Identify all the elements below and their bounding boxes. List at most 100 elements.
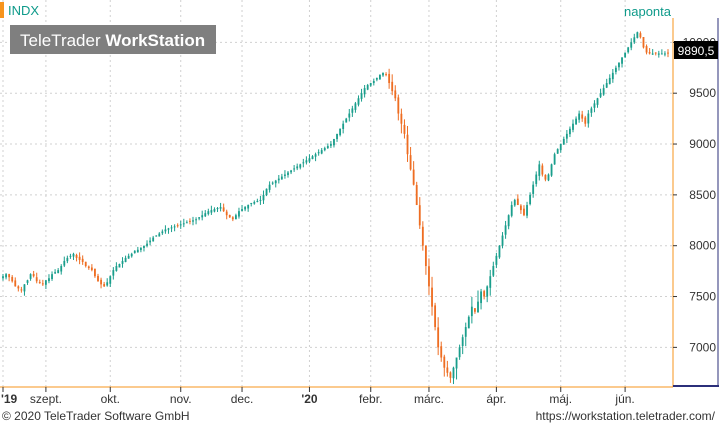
candle-body bbox=[48, 278, 50, 282]
candle-body bbox=[642, 37, 645, 48]
candle bbox=[348, 108, 351, 122]
candle-body bbox=[443, 356, 446, 368]
candle-body bbox=[106, 282, 109, 286]
candle bbox=[654, 52, 657, 56]
candle-body bbox=[222, 207, 225, 212]
candle bbox=[339, 128, 342, 137]
candle bbox=[660, 49, 663, 55]
candle bbox=[100, 277, 102, 289]
candle-body bbox=[519, 205, 522, 211]
candle-body bbox=[366, 85, 369, 90]
candle bbox=[72, 252, 75, 260]
candle bbox=[146, 240, 148, 248]
candle-body bbox=[645, 46, 648, 53]
candle-body bbox=[351, 108, 354, 113]
symbol-label[interactable]: INDX bbox=[8, 3, 39, 18]
candle bbox=[17, 285, 20, 292]
candle bbox=[470, 296, 473, 324]
candle-body bbox=[578, 113, 581, 120]
candle-body bbox=[302, 162, 305, 164]
candle-body bbox=[538, 164, 541, 176]
candle bbox=[87, 265, 90, 270]
candle-body bbox=[182, 223, 185, 225]
candle-body bbox=[440, 346, 443, 358]
candle bbox=[556, 148, 559, 154]
candle-body bbox=[173, 226, 176, 228]
candle bbox=[170, 225, 173, 233]
candle bbox=[228, 214, 231, 218]
candle bbox=[538, 160, 541, 181]
watermark-box bbox=[10, 25, 216, 54]
candle-body bbox=[354, 103, 357, 110]
candle-body bbox=[198, 217, 201, 219]
candle bbox=[38, 279, 41, 284]
candle bbox=[421, 221, 424, 251]
candle-body bbox=[412, 169, 415, 185]
candle bbox=[424, 245, 427, 275]
candle-body bbox=[510, 205, 513, 216]
candle-body bbox=[299, 164, 302, 168]
y-tick-label: 7500 bbox=[689, 290, 716, 304]
candle-body bbox=[394, 90, 397, 99]
candle bbox=[559, 143, 562, 153]
x-tick-label: márc. bbox=[414, 392, 444, 406]
candle-body bbox=[593, 103, 596, 108]
candle bbox=[541, 163, 544, 177]
candle bbox=[519, 204, 522, 214]
candle-body bbox=[152, 237, 155, 242]
candle bbox=[185, 220, 188, 224]
candle bbox=[176, 223, 179, 228]
candle-body bbox=[627, 47, 630, 53]
candle bbox=[618, 62, 620, 71]
candle bbox=[11, 275, 14, 283]
candle bbox=[8, 273, 11, 282]
y-tick-label: 7000 bbox=[689, 340, 716, 354]
candle bbox=[103, 281, 106, 287]
candle-body bbox=[38, 282, 41, 284]
candle-body bbox=[461, 337, 464, 346]
candle bbox=[535, 171, 538, 187]
candle-body bbox=[431, 287, 433, 307]
watermark-text: TeleTrader WorkStation bbox=[20, 31, 205, 50]
candle-body bbox=[287, 172, 289, 176]
candle bbox=[562, 136, 565, 145]
candle-body bbox=[216, 208, 219, 210]
candle-body bbox=[587, 113, 590, 124]
candle bbox=[143, 245, 145, 252]
candle bbox=[480, 288, 482, 310]
candle bbox=[467, 315, 470, 329]
candle-body bbox=[452, 367, 455, 379]
candle bbox=[136, 246, 139, 253]
candle-body bbox=[2, 276, 4, 279]
candle bbox=[213, 207, 216, 213]
candle bbox=[553, 152, 556, 165]
source-url[interactable]: https://workstation.teletrader.com/ bbox=[536, 409, 716, 423]
candle bbox=[293, 165, 296, 172]
candle-body bbox=[572, 123, 574, 130]
candle-body bbox=[14, 280, 17, 287]
candle bbox=[161, 229, 164, 235]
candle bbox=[431, 276, 433, 316]
candle bbox=[547, 173, 550, 182]
candle-body bbox=[20, 289, 23, 291]
candle-body bbox=[507, 215, 510, 227]
candle-body bbox=[268, 184, 271, 190]
candle-body bbox=[489, 276, 492, 288]
candle-body bbox=[280, 176, 283, 180]
interval-label[interactable]: naponta bbox=[624, 4, 672, 19]
x-tick-label: jún. bbox=[614, 392, 634, 406]
candle-body bbox=[360, 93, 363, 99]
x-tick-label: dec. bbox=[231, 392, 254, 406]
x-tick-label: nov. bbox=[170, 392, 192, 406]
candle bbox=[477, 290, 479, 313]
candle bbox=[415, 181, 418, 206]
candle bbox=[418, 197, 421, 229]
candle-body bbox=[228, 214, 231, 218]
candle bbox=[84, 261, 87, 268]
candle-body bbox=[90, 267, 93, 271]
candle bbox=[599, 88, 602, 99]
candle-body bbox=[379, 74, 381, 80]
candle bbox=[121, 257, 124, 268]
candle-body bbox=[480, 291, 482, 304]
